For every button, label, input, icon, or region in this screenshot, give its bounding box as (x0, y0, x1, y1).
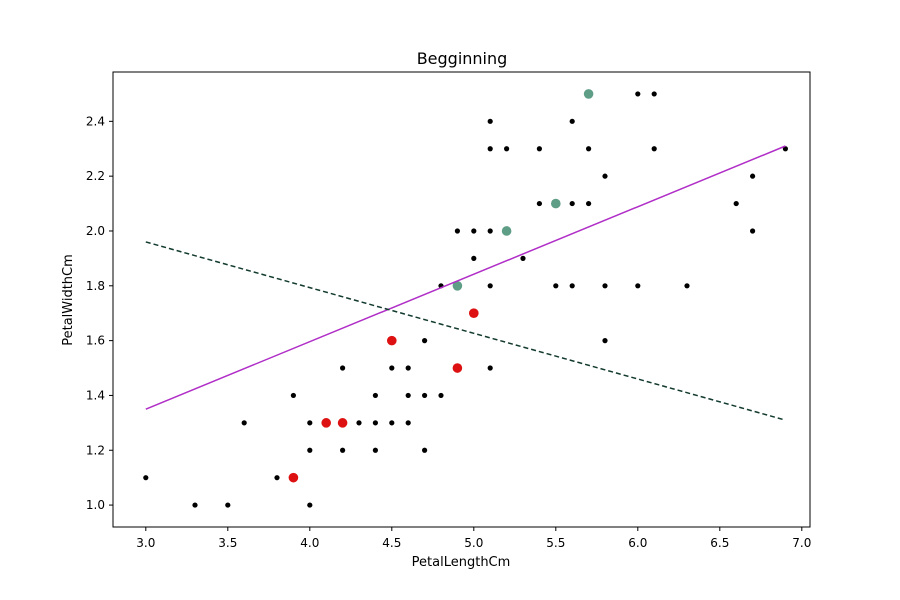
data-point (684, 283, 690, 289)
data-point (602, 283, 608, 289)
data-point (553, 283, 559, 289)
x-tick-label: 3.0 (136, 536, 155, 550)
data-point (372, 420, 378, 426)
data-point (487, 228, 493, 234)
data-point (635, 283, 641, 289)
chart-title: Begginning (417, 49, 508, 68)
data-point (274, 475, 280, 481)
data-point (452, 363, 463, 373)
x-tick-label: 5.5 (546, 536, 565, 550)
data-point (635, 91, 641, 97)
y-tick-label: 1.4 (86, 388, 105, 402)
data-point (569, 283, 575, 289)
data-point (487, 146, 493, 152)
data-point (356, 420, 362, 426)
y-tick-label: 2.0 (86, 224, 105, 238)
data-point (405, 365, 411, 371)
data-point (583, 89, 594, 99)
data-point (487, 365, 493, 371)
x-axis-ticks: 3.0 3.5 4.0 4.5 5.0 5.5 6.0 6.5 7.0 (136, 527, 811, 550)
x-tick-label: 7.0 (792, 536, 811, 550)
y-tick-label: 2.2 (86, 169, 105, 183)
data-point (586, 200, 592, 207)
data-point (340, 447, 346, 453)
data-point (290, 392, 296, 399)
x-tick-label: 3.5 (218, 536, 237, 550)
data-point (307, 502, 313, 508)
data-point (651, 146, 657, 152)
data-point (569, 118, 575, 124)
y-axis-label: PetalWidthCm (61, 254, 76, 346)
data-point (782, 146, 789, 152)
data-point (422, 392, 428, 399)
y-axis-ticks: 1.0 1.2 1.4 1.6 1.8 2.0 2.2 2.4 (86, 114, 113, 512)
data-point (602, 173, 608, 179)
data-point (321, 418, 332, 428)
data-point (551, 198, 561, 209)
data-point (225, 502, 231, 508)
data-point (288, 472, 299, 483)
data-point (471, 255, 477, 261)
data-point (452, 280, 463, 291)
fit-lines (145, 145, 786, 421)
data-point (733, 200, 739, 207)
data-point (520, 255, 526, 261)
data-point (469, 308, 479, 319)
data-point (143, 475, 149, 481)
x-tick-label: 6.5 (710, 536, 729, 550)
data-point (307, 447, 313, 453)
x-tick-label: 6.0 (628, 536, 647, 550)
y-tick-label: 2.4 (86, 114, 105, 128)
data-point (405, 392, 411, 399)
y-tick-label: 1.2 (86, 443, 105, 457)
dashed-line (145, 241, 786, 421)
data-point (241, 420, 247, 426)
x-tick-label: 4.5 (382, 536, 401, 550)
data-point (602, 338, 608, 344)
data-point (372, 392, 378, 399)
y-tick-label: 1.0 (86, 498, 105, 512)
y-tick-label: 1.8 (86, 279, 105, 293)
data-point (501, 226, 512, 236)
data-point (340, 365, 346, 371)
x-tick-label: 5.0 (464, 536, 483, 550)
data-point (536, 146, 543, 152)
data-point (422, 338, 428, 344)
plot-frame (112, 71, 811, 528)
data-point (422, 447, 428, 453)
data-point (536, 200, 543, 207)
data-point (307, 420, 313, 426)
data-point (389, 420, 395, 426)
data-point (372, 447, 378, 453)
data-point (750, 173, 756, 179)
data-point (586, 146, 592, 152)
data-point (487, 118, 493, 124)
data-point (504, 146, 510, 152)
data-point (569, 200, 575, 207)
data-point (438, 392, 444, 399)
data-point (471, 228, 477, 234)
data-point (387, 335, 397, 346)
data-points (143, 89, 789, 508)
data-point (405, 420, 411, 426)
solid-line (145, 145, 786, 410)
data-point (192, 502, 198, 508)
data-point (487, 283, 493, 289)
y-tick-label: 1.6 (86, 334, 105, 348)
data-point (454, 228, 460, 234)
x-tick-label: 4.0 (300, 536, 319, 550)
data-point (389, 365, 395, 371)
data-point (337, 418, 348, 428)
x-axis-label: PetalLengthCm (412, 555, 511, 570)
data-point (750, 228, 756, 234)
data-point (651, 91, 657, 97)
